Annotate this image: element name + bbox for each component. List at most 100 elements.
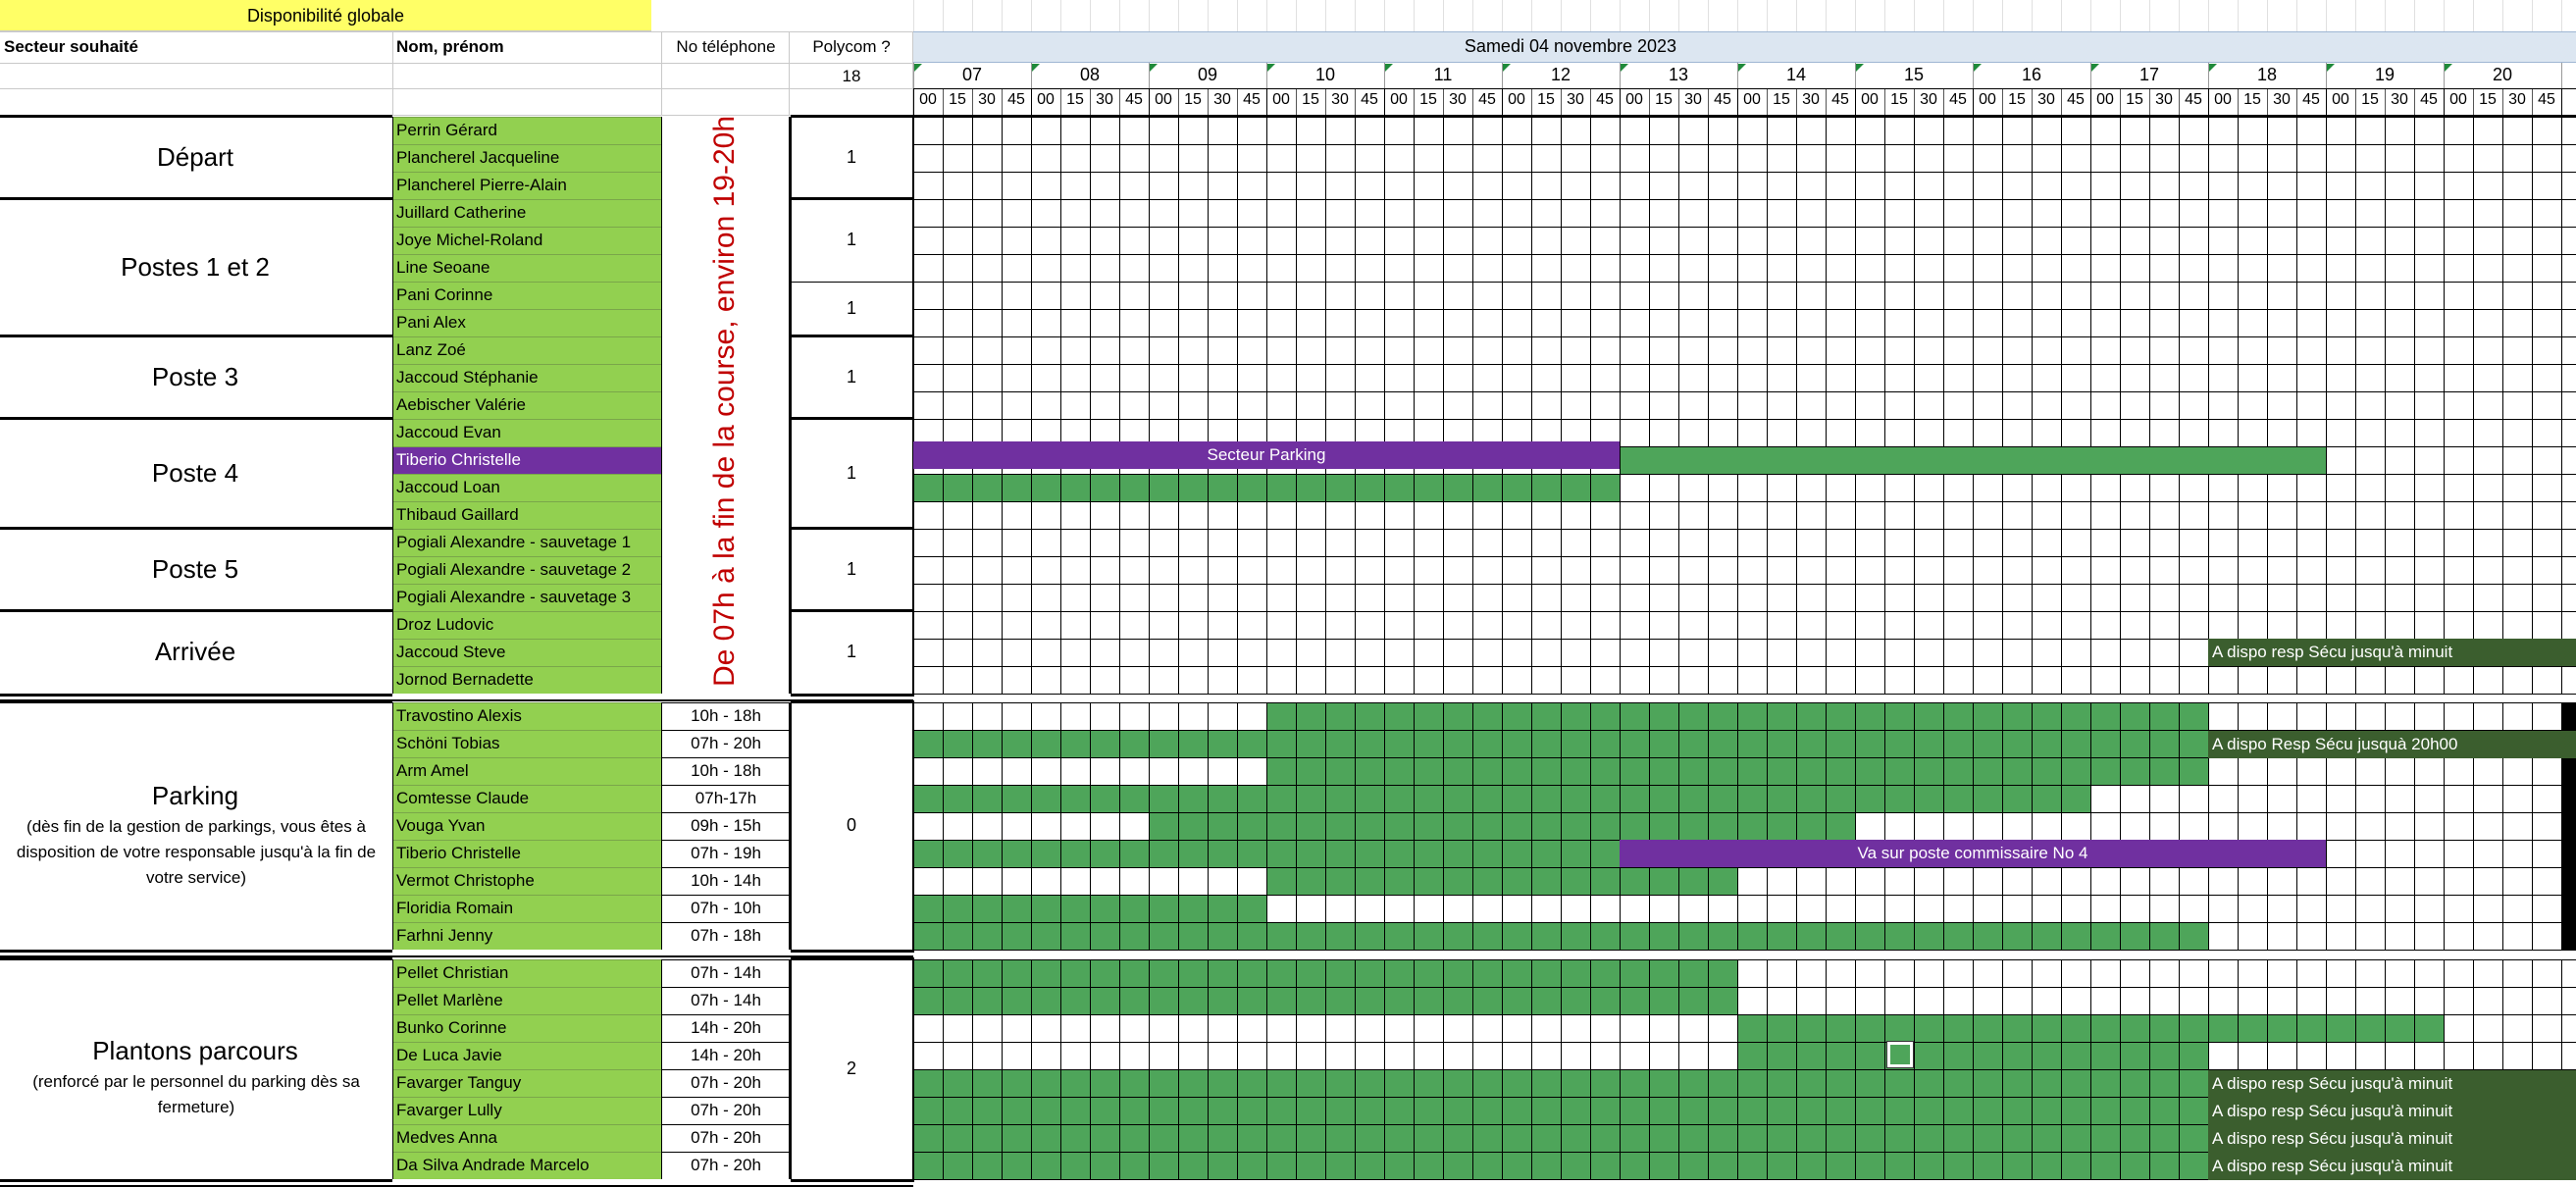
person-hours[interactable]: 07h - 20h xyxy=(691,1101,761,1119)
person-hours[interactable]: 07h - 20h xyxy=(691,1128,761,1147)
polycom-value[interactable]: 1 xyxy=(846,147,856,167)
person-name[interactable]: Da Silva Andrade Marcelo xyxy=(392,1152,661,1179)
person-name[interactable]: Thibaud Gaillard xyxy=(392,501,661,529)
bar-dispo-20h[interactable]: A dispo Resp Sécu jusquà 20h00 xyxy=(2208,731,2576,758)
minute-label: 30 xyxy=(1331,91,1349,108)
banner-cell[interactable] xyxy=(0,0,651,31)
minute-label: 15 xyxy=(1537,91,1555,108)
polycom-value[interactable]: 0 xyxy=(846,815,856,835)
person-name[interactable]: Aebischer Valérie xyxy=(392,391,661,419)
person-hours[interactable]: 07h - 19h xyxy=(691,844,761,862)
person-name[interactable]: Medves Anna xyxy=(392,1124,661,1152)
person-hours[interactable]: 14h - 20h xyxy=(691,1046,761,1064)
person-hours[interactable]: 10h - 18h xyxy=(691,761,761,780)
sector-name-5: Arrivée xyxy=(154,637,236,666)
person-name[interactable]: Lanz Zoé xyxy=(392,336,661,364)
person-name[interactable]: Joye Michel-Roland xyxy=(392,227,661,254)
person-name[interactable]: Tiberio Christelle xyxy=(392,840,661,867)
polycom-value[interactable]: 1 xyxy=(846,559,856,579)
person-name[interactable]: Pani Alex xyxy=(392,309,661,336)
person-name[interactable]: Droz Ludovic xyxy=(392,611,661,639)
person-hours[interactable]: 07h - 18h xyxy=(691,926,761,945)
person-name[interactable]: Schöni Tobias xyxy=(392,730,661,757)
person-hours[interactable]: 07h - 20h xyxy=(691,1156,761,1174)
person-name[interactable]: Plancherel Jacqueline xyxy=(392,144,661,172)
person-name[interactable]: Arm Amel xyxy=(392,757,661,785)
hour-marker-icon xyxy=(1738,64,1746,72)
minute-label: 00 xyxy=(1390,91,1408,108)
person-name[interactable]: Comtesse Claude xyxy=(392,785,661,812)
minute-label: 15 xyxy=(2008,91,2026,108)
person-name[interactable]: Favarger Lully xyxy=(392,1097,661,1124)
person-name[interactable]: Jornod Bernadette xyxy=(392,666,661,694)
hour-label: 07 xyxy=(961,65,983,84)
person-name[interactable]: Pogiali Alexandre - sauvetage 2 xyxy=(392,556,661,584)
minute-label: 15 xyxy=(2126,91,2143,108)
person-name[interactable]: Floridia Romain xyxy=(392,895,661,922)
person-hours[interactable]: 07h - 14h xyxy=(691,991,761,1009)
person-name[interactable]: Farhni Jenny xyxy=(392,922,661,950)
bar-dispo-minuit-4[interactable]: A dispo resp Sécu jusqu'à minuit xyxy=(2208,1153,2576,1180)
person-name[interactable]: Tiberio Christelle xyxy=(392,446,661,474)
person-name[interactable]: Juillard Catherine xyxy=(392,199,661,227)
person-hours[interactable]: 07h - 10h xyxy=(691,899,761,917)
person-name[interactable]: Perrin Gérard xyxy=(392,117,661,144)
col-header-sector[interactable]: Secteur souhaité xyxy=(4,37,138,56)
person-name[interactable]: Pellet Marlène xyxy=(392,987,661,1014)
hour-marker-icon xyxy=(1621,64,1628,72)
date-header[interactable] xyxy=(913,31,2576,63)
minute-label: 30 xyxy=(2391,91,2408,108)
person-hours[interactable]: 07h - 14h xyxy=(691,963,761,982)
person-name[interactable]: Bunko Corinne xyxy=(392,1014,661,1042)
polycom-total[interactable]: 18 xyxy=(842,67,861,85)
person-hours[interactable]: 14h - 20h xyxy=(691,1018,761,1037)
bar-secteur-parking[interactable]: Secteur Parking xyxy=(913,441,1620,469)
person-hours[interactable]: 07h-17h xyxy=(695,789,757,807)
person-name[interactable]: Jaccoud Steve xyxy=(392,639,661,666)
bar-dispo-minuit-arrivee[interactable]: A dispo resp Sécu jusqu'à minuit xyxy=(2208,639,2576,666)
person-name[interactable]: Favarger Tanguy xyxy=(392,1069,661,1097)
availability-block[interactable] xyxy=(1621,447,2326,474)
person-name[interactable]: Jaccoud Stéphanie xyxy=(392,364,661,391)
person-hours[interactable]: 07h - 20h xyxy=(691,1073,761,1092)
person-hours[interactable]: 10h - 18h xyxy=(691,706,761,725)
person-name[interactable]: Pellet Christian xyxy=(392,959,661,987)
person-hours[interactable]: 10h - 14h xyxy=(691,871,761,890)
person-hours[interactable]: 09h - 15h xyxy=(691,816,761,835)
bar-dispo-minuit-1[interactable]: A dispo resp Sécu jusqu'à minuit xyxy=(2208,1070,2576,1098)
minute-label: 45 xyxy=(1243,91,1261,108)
person-name[interactable]: Vouga Yvan xyxy=(392,812,661,840)
polycom-value[interactable]: 1 xyxy=(846,230,856,249)
cell-selection-cursor[interactable] xyxy=(1887,1042,1913,1067)
bar-va-poste4[interactable]: Va sur poste commissaire No 4 xyxy=(1620,840,2326,867)
sector-name-1: Postes 1 et 2 xyxy=(121,252,270,282)
polycom-value[interactable]: 1 xyxy=(846,463,856,483)
col-header-name[interactable]: Nom, prénom xyxy=(396,37,504,56)
person-name[interactable]: Pogiali Alexandre - sauvetage 3 xyxy=(392,584,661,611)
bar-dispo-minuit-2[interactable]: A dispo resp Sécu jusqu'à minuit xyxy=(2208,1098,2576,1125)
person-name[interactable]: Plancherel Pierre-Alain xyxy=(392,172,661,199)
minute-label: 30 xyxy=(2273,91,2291,108)
person-name[interactable]: Travostino Alexis xyxy=(392,702,661,730)
polycom-value[interactable]: 1 xyxy=(846,367,856,387)
col-header-phone[interactable]: No téléphone xyxy=(676,37,776,56)
person-hours[interactable]: 07h - 20h xyxy=(691,734,761,752)
polycom-value[interactable]: 2 xyxy=(846,1058,856,1078)
minute-label: 45 xyxy=(1949,91,1967,108)
hour-label: 17 xyxy=(2138,65,2160,84)
person-name[interactable]: Pogiali Alexandre - sauvetage 1 xyxy=(392,529,661,556)
minute-label: 00 xyxy=(2096,91,2114,108)
minute-label: 00 xyxy=(2449,91,2467,108)
person-name[interactable]: Jaccoud Loan xyxy=(392,474,661,501)
person-name[interactable]: Vermot Christophe xyxy=(392,867,661,895)
person-name[interactable]: Jaccoud Evan xyxy=(392,419,661,446)
minute-label: 30 xyxy=(1920,91,1937,108)
person-name[interactable]: Line Seoane xyxy=(392,254,661,282)
polycom-value[interactable]: 1 xyxy=(846,298,856,318)
minute-label: 00 xyxy=(2214,91,2232,108)
bar-dispo-minuit-3[interactable]: A dispo resp Sécu jusqu'à minuit xyxy=(2208,1125,2576,1153)
col-header-polycom[interactable]: Polycom ? xyxy=(812,37,891,56)
person-name[interactable]: De Luca Javie xyxy=(392,1042,661,1069)
polycom-value[interactable]: 1 xyxy=(846,642,856,661)
person-name[interactable]: Pani Corinne xyxy=(392,282,661,309)
